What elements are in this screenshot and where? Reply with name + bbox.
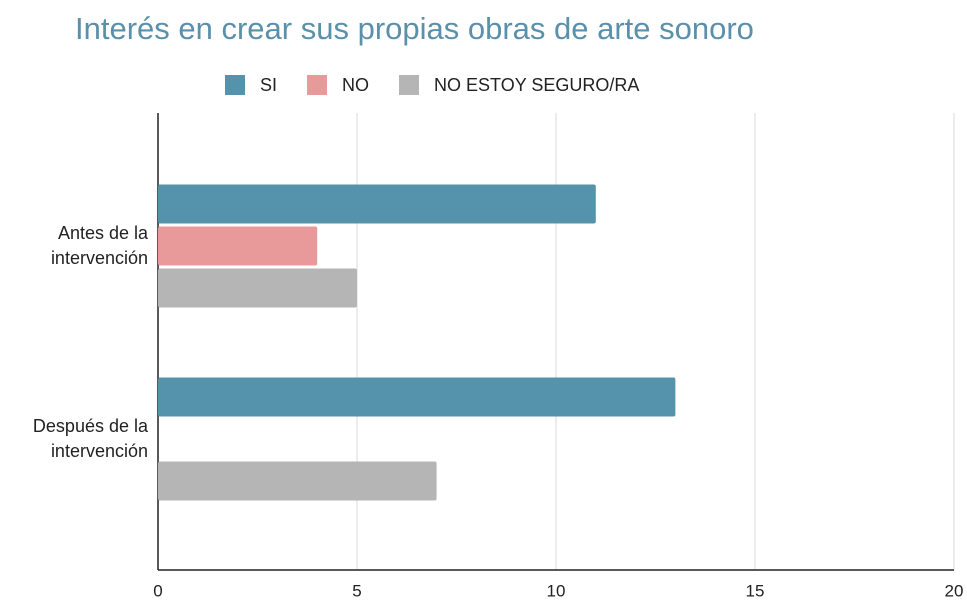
legend-swatch [307,75,328,95]
bar [158,226,318,266]
legend-swatch [399,75,420,95]
x-tick-label: 10 [547,581,566,600]
chart-title: Interés en crear sus propias obras de ar… [75,11,754,46]
legend-label: SI [260,75,277,95]
bar [158,377,676,417]
bar [158,461,437,501]
x-tick-label: 0 [153,581,162,600]
x-tick-label: 15 [746,581,765,600]
x-tick-label: 20 [945,581,964,600]
legend-label: NO [342,75,369,95]
bar [158,184,596,224]
legend-label: NO ESTOY SEGURO/RA [434,75,639,95]
y-tick-label: Después de la intervención [32,416,148,461]
legend-swatch [225,75,245,95]
y-tick-label: Antes de la intervención [50,223,148,268]
bar [158,268,357,308]
x-tick-label: 5 [352,581,361,600]
